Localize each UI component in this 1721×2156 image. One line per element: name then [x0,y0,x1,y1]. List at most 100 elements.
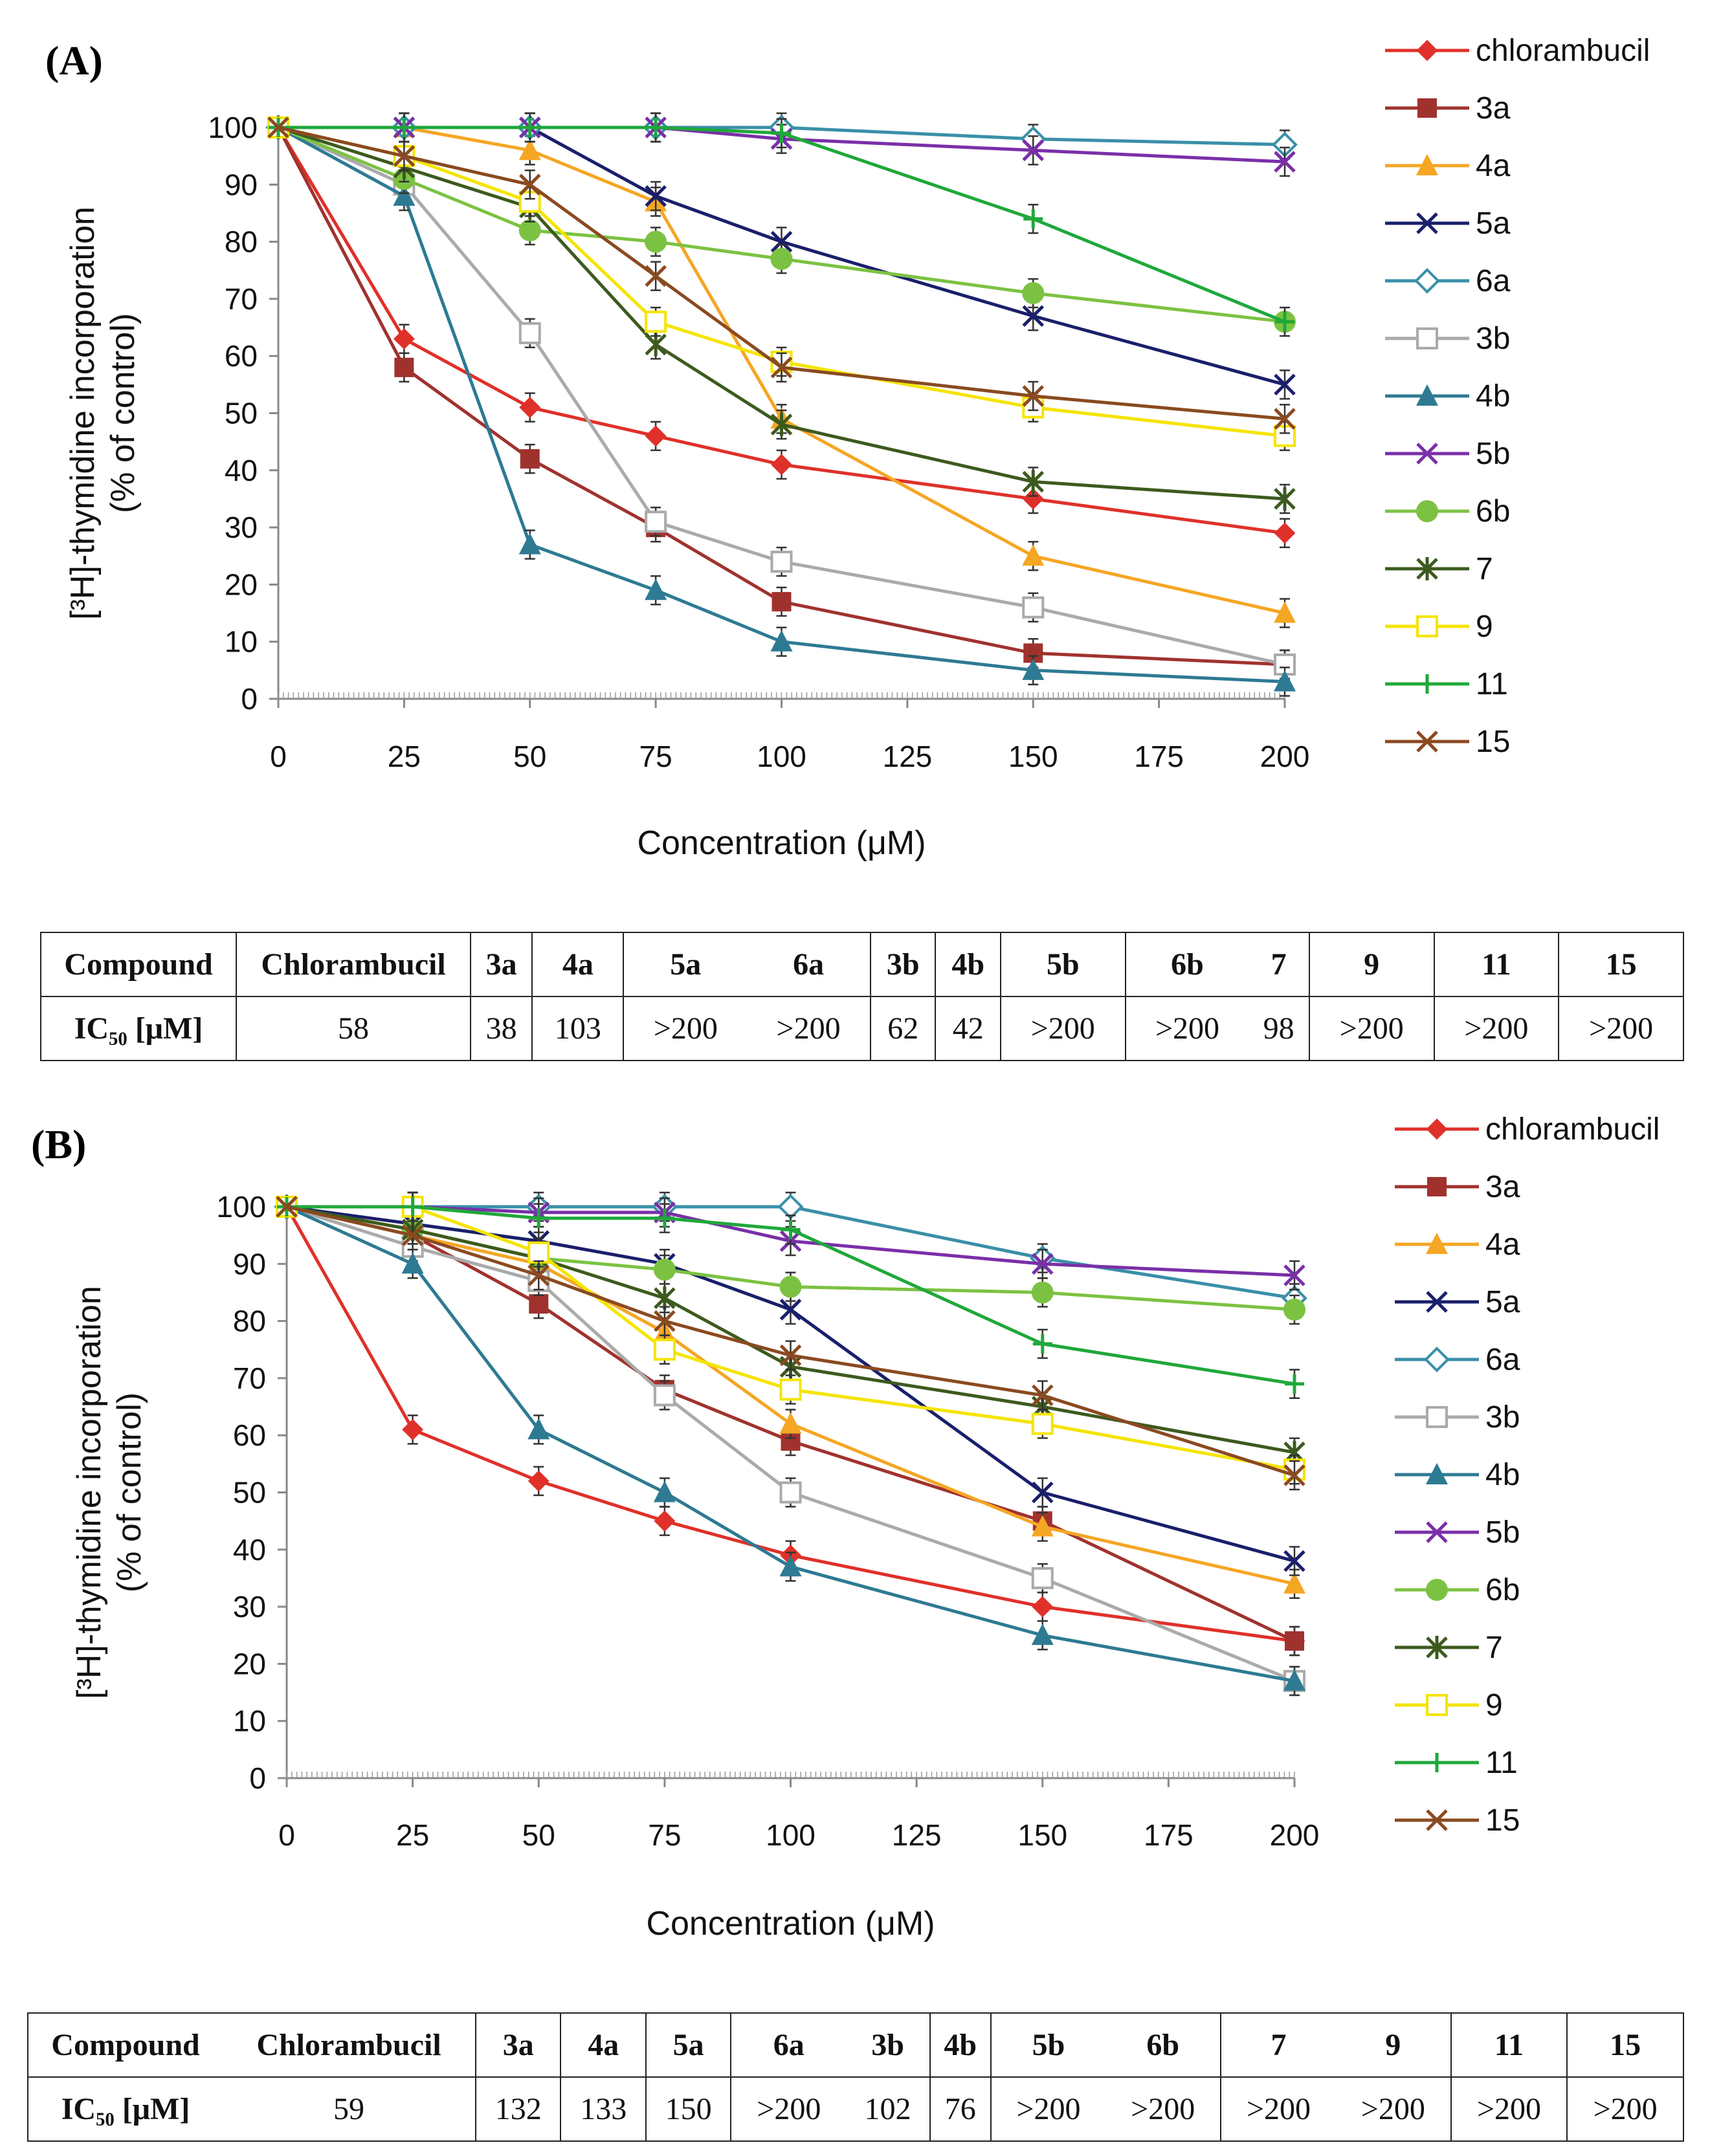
data-point-5a [1416,212,1438,234]
table-cell: 59 [223,2076,476,2142]
data-point-4b [527,1418,550,1440]
ic50-table-b: Compound Chlorambucil 3a 4a 5a 6a 3b 4b … [27,2012,1684,2142]
table-row-label: IC₅₀ [μM] [27,2076,223,2142]
x-tick-label: 50 [513,740,546,773]
table-cell: 38 [469,996,533,1061]
data-point-4b [779,1555,802,1577]
legend-label: 6b [1485,1573,1520,1607]
data-point-7 [1274,487,1296,511]
legend-item-3b: 3b [1395,1400,1520,1435]
data-point-chlorambucil [1022,488,1044,510]
data-point-4b [393,184,416,206]
data-point-9 [1416,615,1438,637]
table-cell: >200 [1433,996,1560,1061]
legend-label: 15 [1476,725,1510,759]
x-tick-label: 25 [388,740,421,773]
data-point-11 [394,118,414,137]
data-point-3a [772,591,792,611]
data-point-4b [770,630,793,652]
legend-item-11: 11 [1395,1746,1518,1780]
data-point-4a [1274,601,1296,623]
x-tick-label: 175 [1134,740,1184,773]
series-3b [267,116,1296,680]
legend-item-4a: 4a [1395,1227,1520,1262]
data-point-4b [653,1480,676,1502]
x-tick-label: 175 [1144,1818,1194,1852]
data-point-11 [654,1208,674,1228]
x-tick-label: 0 [270,740,287,773]
x-tick-label: 25 [396,1818,429,1852]
table-header-row: Compound Chlorambucil 3a 4a 5a 6a 3b 4b … [40,932,1684,997]
series-line-7 [278,126,1285,501]
data-point-3a [1417,98,1437,118]
y-tick-label: 10 [233,1704,266,1738]
x-tick-label: 100 [766,1818,816,1852]
table-cell: >200 [1105,2076,1222,2142]
data-point-4b [645,578,667,600]
legend-label: 6a [1476,264,1511,298]
table-header-cell: 7 [1249,932,1310,997]
x-minor-ticks [278,692,1285,699]
legend-item-6a: 6a [1385,264,1511,298]
y-tick-label: 20 [233,1647,266,1680]
legend-item-15: 15 [1395,1803,1520,1838]
table-cell: >200 [1450,2076,1568,2142]
data-point-6b [1426,1579,1448,1601]
legend-item-6b: 6b [1395,1573,1520,1607]
x-tick-label: 75 [639,740,672,773]
data-point-5b [1283,1264,1305,1286]
data-point-15 [276,1196,298,1218]
data-point-15 [1274,408,1296,430]
table-cell: >200 [1124,996,1249,1061]
y-tick-label: 50 [233,1476,266,1510]
data-point-4a [1022,544,1045,566]
table-header-cell: 4a [560,2012,647,2078]
table-header-cell: 15 [1566,2012,1684,2078]
legend-label: 3b [1485,1400,1520,1435]
legend-label: 4b [1485,1458,1520,1492]
data-point-11 [772,123,792,143]
data-point-4b [401,1252,424,1274]
table-header-cell: 4b [929,2012,992,2078]
data-point-6b [1022,282,1045,305]
chart-panel-a: (A) 0 10 20 30 40 50 60 70 80 90 100 0 25 50 75 100 125 15… [45,34,1650,862]
data-point-4a [518,138,541,160]
legend-label: 7 [1476,552,1493,586]
x-tick-label: 50 [522,1818,555,1852]
legend-label: 4b [1476,379,1510,413]
data-point-4a [1283,1572,1305,1594]
data-point-9 [1031,1413,1054,1435]
table-header-cell: 9 [1308,932,1435,997]
y-tick-label: 30 [225,511,258,544]
table-header-cell: 5b [990,2012,1106,2078]
y-tick-label: 10 [225,625,258,659]
table-header-cell: Chlorambucil [236,932,471,997]
table-header-cell: 6b [1124,932,1249,997]
table-cell: >200 [1335,2076,1452,2142]
data-point-5b [1022,139,1045,162]
data-point-5a [1426,1291,1448,1313]
table-header-row: Compound Chlorambucil 3a 4a 5a 6a 3b 4b … [27,2012,1684,2078]
data-point-15 [779,1344,802,1367]
y-axis-subtitle: (% of control) [111,1392,148,1592]
legend-item-chlorambucil: chlorambucil [1395,1112,1660,1147]
legend-item-9: 9 [1385,610,1493,644]
legend-item-7: 7 [1395,1631,1503,1665]
table-header-cell: 15 [1558,932,1684,997]
data-point-6b [1031,1281,1054,1304]
data-point-3a [1285,1631,1304,1651]
data-point-15 [1022,385,1045,407]
data-point-5a [645,185,667,207]
table-cell: 98 [1249,996,1310,1061]
table-header-cell: 11 [1433,932,1560,997]
table-header-cell: Chlorambucil [223,2012,476,2078]
y-tick-label: 0 [241,682,258,716]
y-tick-label: 30 [233,1590,266,1623]
data-point-15 [1416,731,1438,753]
series-line-9 [278,126,1285,438]
table-cell: 76 [929,2076,992,2142]
legend-item-3a: 3a [1395,1170,1520,1204]
data-point-11 [646,118,666,137]
series-11 [269,112,1294,337]
table-cell: >200 [1558,996,1684,1061]
